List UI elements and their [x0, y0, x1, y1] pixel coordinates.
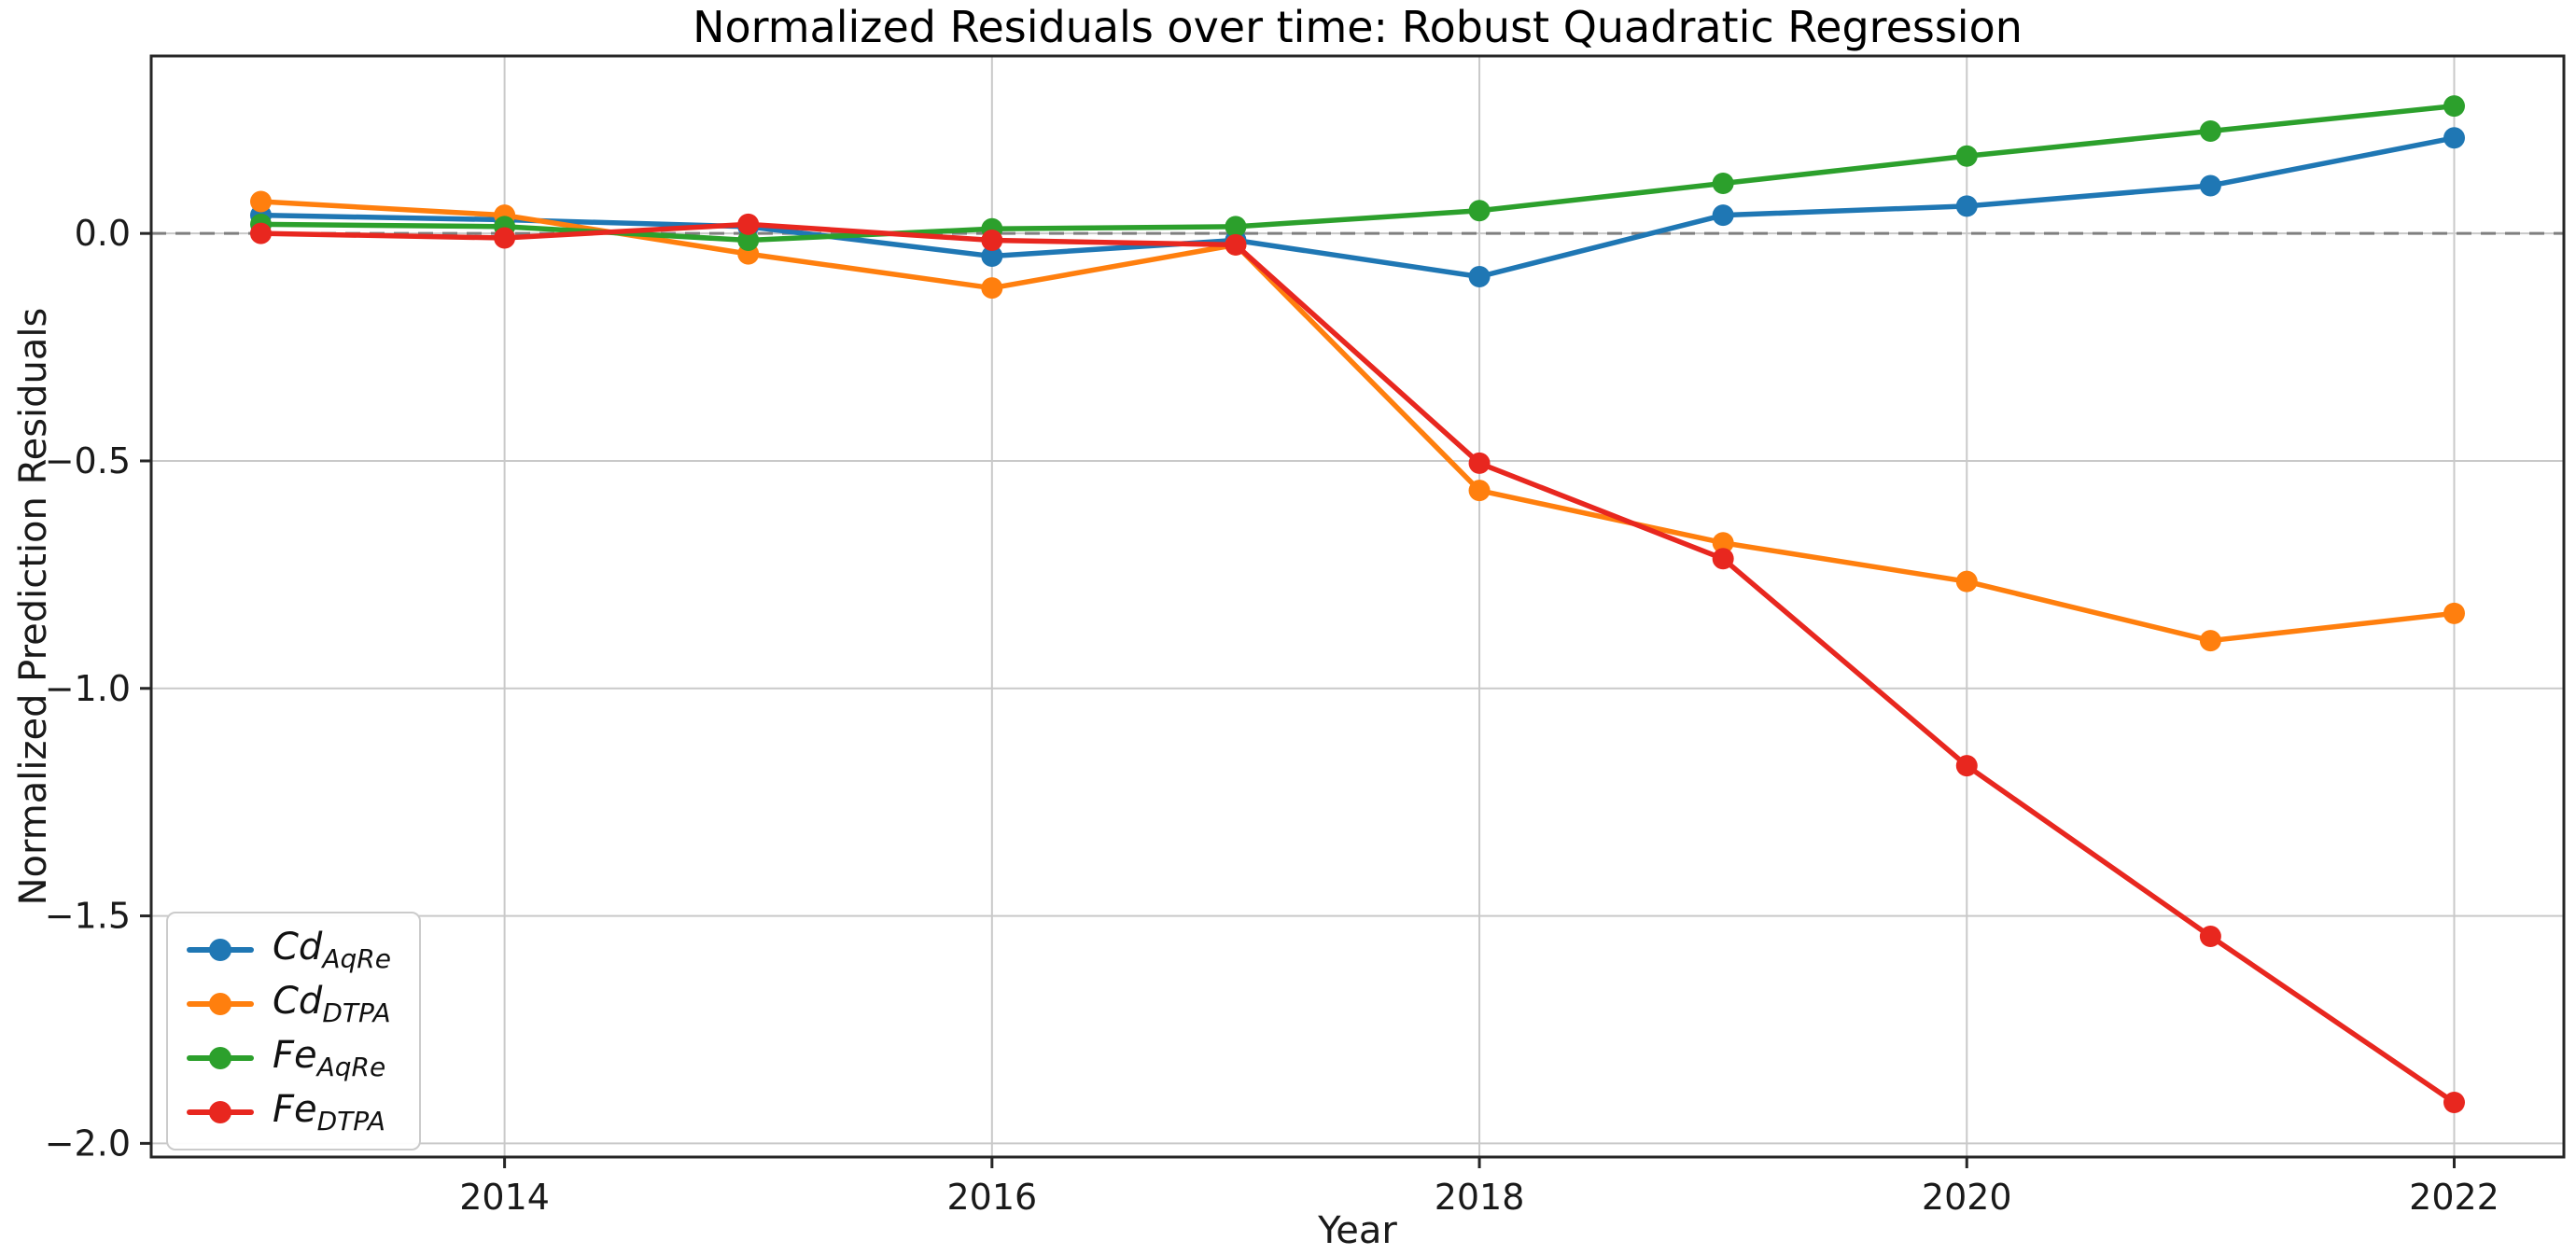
legend-label: CdDTPA — [273, 983, 391, 1026]
data-point-cd-dtpa — [1468, 480, 1491, 502]
series-line-cd-aqre — [258, 135, 2457, 280]
legend-dot-sample — [209, 939, 231, 961]
data-point-fe-aqre — [1225, 216, 1247, 238]
data-point-fe-dtpa — [2443, 1091, 2465, 1113]
axes-frame — [149, 54, 2566, 1159]
legend-label-base: Fe — [273, 1087, 317, 1131]
legend-label-base: Fe — [273, 1033, 317, 1077]
x-tick-label: 2020 — [1922, 1177, 2012, 1218]
legend-label-sub: AqRe — [322, 942, 391, 974]
x-tick-label: 2014 — [459, 1177, 550, 1218]
data-point-fe-dtpa — [1712, 548, 1734, 570]
legend-dot-sample — [209, 1047, 231, 1069]
legend-marker-cd-aqre — [187, 938, 254, 962]
legend-label-sub: DTPA — [322, 997, 391, 1028]
data-point-cd-dtpa — [1955, 570, 1978, 593]
y-tick-label: −1.0 — [45, 668, 131, 709]
y-tick-label: −1.5 — [45, 896, 131, 937]
y-tick-label: −2.0 — [45, 1123, 131, 1164]
data-point-fe-dtpa — [494, 227, 516, 249]
legend-item-cd-dtpa: CdDTPA — [187, 983, 391, 1025]
legend-dot-sample — [209, 993, 231, 1015]
legend-dot-sample — [209, 1101, 231, 1123]
data-point-cd-aqre — [1955, 195, 1978, 217]
data-point-cd-dtpa — [981, 277, 1003, 300]
data-point-cd-aqre — [981, 245, 1003, 268]
data-point-cd-aqre — [1468, 265, 1491, 287]
data-point-fe-dtpa — [737, 213, 760, 235]
data-point-fe-dtpa — [1468, 452, 1491, 474]
legend-marker-fe-aqre — [187, 1046, 254, 1070]
legend-label-sub: DTPA — [316, 1105, 385, 1136]
data-point-fe-aqre — [1712, 173, 1734, 195]
x-tick-label: 2018 — [1435, 1177, 1525, 1218]
data-point-fe-aqre — [1955, 145, 1978, 167]
legend-label: FeAqRe — [273, 1037, 385, 1081]
data-point-fe-dtpa — [981, 229, 1003, 251]
x-tick-label: 2022 — [2409, 1177, 2499, 1218]
x-axis-label: Year — [1318, 1209, 1397, 1252]
data-point-cd-dtpa — [2199, 630, 2221, 652]
data-point-fe-aqre — [2199, 119, 2221, 142]
series-line-cd-dtpa — [258, 199, 2457, 644]
legend-label-base: Cd — [273, 979, 323, 1023]
y-tick-label: 0.0 — [75, 213, 131, 254]
legend-marker-cd-dtpa — [187, 992, 254, 1016]
legend-item-fe-aqre: FeAqRe — [187, 1037, 391, 1080]
data-point-fe-dtpa — [2199, 926, 2221, 948]
data-point-cd-aqre — [1712, 204, 1734, 227]
data-point-fe-aqre — [737, 229, 760, 251]
data-point-cd-dtpa — [2443, 602, 2465, 624]
legend-marker-fe-dtpa — [187, 1100, 254, 1124]
chart-title: Normalized Residuals over time: Robust Q… — [693, 2, 2023, 52]
x-tick-label: 2016 — [946, 1177, 1037, 1218]
data-point-fe-dtpa — [1955, 755, 1978, 777]
data-point-cd-aqre — [2199, 174, 2221, 197]
series-line-fe-dtpa — [258, 221, 2457, 1106]
ticks — [140, 231, 2456, 1168]
y-tick-label: −0.5 — [45, 440, 131, 481]
data-point-cd-dtpa — [250, 190, 272, 213]
data-point-fe-dtpa — [1225, 233, 1247, 256]
legend-item-fe-dtpa: FeDTPA — [187, 1091, 391, 1134]
legend-label-base: Cd — [273, 925, 323, 969]
legend-label-sub: AqRe — [316, 1051, 386, 1082]
data-point-fe-aqre — [2443, 95, 2465, 118]
data-point-fe-aqre — [1468, 200, 1491, 222]
legend: CdAqRe CdDTPA FeAqRe FeDTPA — [166, 912, 421, 1150]
series-cd-aqre — [250, 127, 2465, 287]
legend-item-cd-aqre: CdAqRe — [187, 928, 391, 971]
data-point-cd-dtpa — [1712, 532, 1734, 554]
legend-label: FeDTPA — [273, 1091, 385, 1135]
data-point-fe-dtpa — [250, 222, 272, 244]
series-fe-dtpa — [250, 213, 2465, 1113]
legend-label: CdAqRe — [273, 928, 391, 972]
data-point-cd-aqre — [2443, 127, 2465, 149]
